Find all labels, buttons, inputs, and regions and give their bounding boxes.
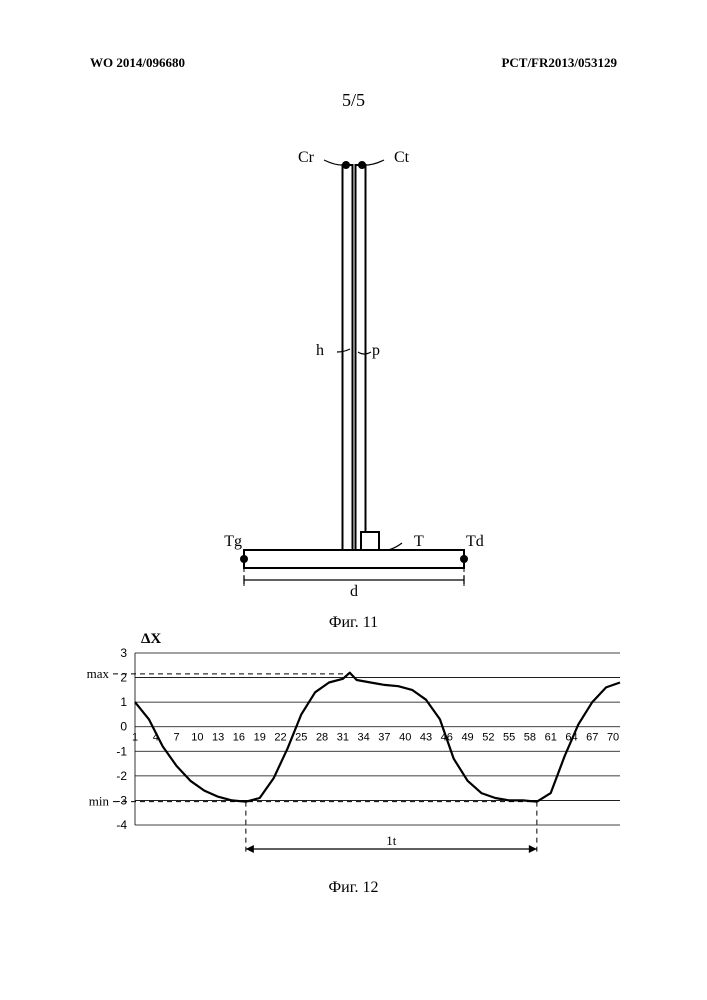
- svg-text:52: 52: [482, 732, 494, 744]
- svg-text:1t: 1t: [386, 833, 397, 848]
- figure-12-svg: ΔX-4-3-2-1012314710131619222528313437404…: [75, 625, 635, 875]
- svg-text:16: 16: [233, 732, 245, 744]
- svg-text:T: T: [414, 533, 424, 550]
- svg-text:70: 70: [607, 732, 619, 744]
- svg-text:-4: -4: [116, 818, 127, 832]
- svg-text:Cr: Cr: [298, 149, 315, 166]
- svg-text:ΔX: ΔX: [141, 631, 161, 647]
- svg-text:Ct: Ct: [394, 149, 410, 166]
- svg-text:-3: -3: [116, 793, 127, 807]
- svg-text:67: 67: [586, 732, 598, 744]
- svg-text:2: 2: [120, 671, 127, 685]
- svg-text:61: 61: [545, 732, 557, 744]
- svg-text:34: 34: [358, 732, 370, 744]
- svg-text:-2: -2: [116, 769, 127, 783]
- svg-text:31: 31: [337, 732, 349, 744]
- svg-text:28: 28: [316, 732, 328, 744]
- svg-text:d: d: [350, 583, 358, 600]
- header-left: WO 2014/096680: [90, 55, 185, 71]
- svg-text:25: 25: [295, 732, 307, 744]
- svg-text:max: max: [87, 666, 110, 681]
- svg-text:h: h: [316, 342, 324, 359]
- svg-text:43: 43: [420, 732, 432, 744]
- header-right: PCT/FR2013/053129: [501, 55, 617, 71]
- svg-text:1: 1: [120, 695, 127, 709]
- svg-text:37: 37: [378, 732, 390, 744]
- figure-12-caption: Фиг. 12: [75, 879, 632, 897]
- svg-text:min: min: [89, 794, 110, 809]
- figure-11: CrCthpTgTdTd Фиг. 11: [0, 130, 707, 632]
- figure-11-svg: Cr Ct h p Tg Td Td: [204, 130, 504, 610]
- svg-text:7: 7: [174, 732, 180, 744]
- svg-text:22: 22: [274, 732, 286, 744]
- svg-text:40: 40: [399, 732, 411, 744]
- svg-text:0: 0: [120, 720, 127, 734]
- svg-text:13: 13: [212, 732, 224, 744]
- svg-text:Tg: Tg: [224, 533, 242, 550]
- page-counter: 5/5: [0, 90, 707, 111]
- svg-text:3: 3: [120, 646, 127, 660]
- svg-text:55: 55: [503, 732, 515, 744]
- figure-12: ΔX-4-3-2-1012314710131619222528313437404…: [75, 625, 632, 897]
- svg-text:p: p: [372, 342, 380, 359]
- svg-text:Td: Td: [466, 533, 484, 550]
- svg-text:49: 49: [461, 732, 473, 744]
- svg-text:-1: -1: [116, 744, 127, 758]
- svg-text:10: 10: [191, 732, 203, 744]
- svg-text:19: 19: [254, 732, 266, 744]
- svg-text:58: 58: [524, 732, 536, 744]
